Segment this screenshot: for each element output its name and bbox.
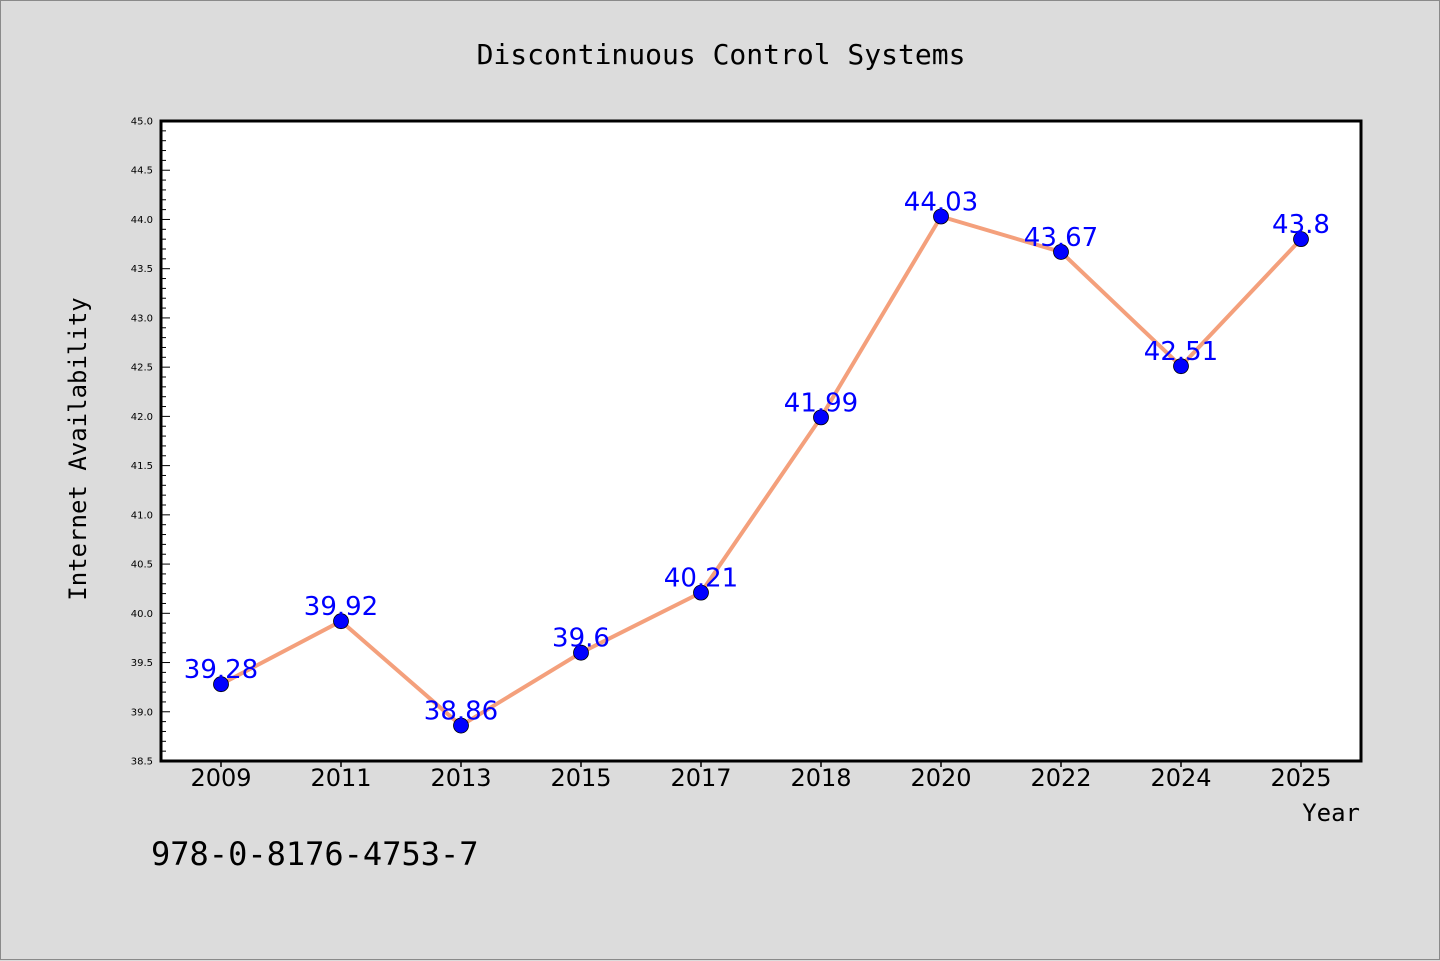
y-tick-label: 41.0 [131,510,153,521]
y-tick-label: 44.0 [131,215,153,226]
x-tick-label: 2011 [310,764,371,792]
data-label: 43.8 [1272,210,1330,240]
data-label: 40.21 [664,564,738,594]
data-point [1053,244,1069,260]
x-tick-label: 2024 [1150,764,1211,792]
isbn-annotation: 978-0-8176-4753-7 [151,835,479,873]
chart-title: Discontinuous Control Systems [477,38,966,71]
data-label: 38.86 [424,697,498,727]
plot-frame [159,119,1363,763]
y-tick-label: 41.5 [131,461,153,472]
y-tick-label: 44.5 [131,166,153,177]
data-point [1173,358,1189,375]
data-label: 39.6 [552,624,610,654]
data-labels: 39.28 39.92 38.86 39.6 40.21 41.99 44.03 43.67 4… [184,188,1330,727]
data-point [453,717,469,734]
x-tick-label: 2018 [790,764,851,792]
x-tick-label: 2013 [430,764,491,792]
series-line [220,214,1303,728]
data-label: 39.92 [304,592,378,622]
y-tick-label: 39.5 [131,658,153,669]
y-tick-label: 40.0 [131,609,153,620]
data-label: 42.51 [1144,337,1218,367]
data-point [213,676,229,693]
y-axis-label: Internet Availability [64,297,92,600]
x-tick-label: 2020 [910,764,971,792]
y-tick-label: 39.0 [131,707,153,718]
x-axis-ticks: 2009 2011 2013 2015 2017 2018 2020 2022 2024 2025 [190,761,1332,792]
y-tick-label: 43.5 [131,264,153,275]
y-tick-label: 38.5 [131,757,153,768]
data-label: 43.67 [1024,223,1098,253]
x-tick-label: 2009 [190,764,251,792]
y-tick-label: 42.5 [131,363,153,374]
y-tick-label: 43.0 [131,313,153,324]
plot-area [161,121,1361,761]
data-point [933,208,949,225]
x-tick-label: 2022 [1030,764,1091,792]
data-point [813,409,829,426]
data-point [333,613,349,630]
data-point [1293,231,1309,248]
data-point [573,644,589,661]
x-axis-label: Year [1302,799,1360,827]
y-tick-label: 40.5 [131,560,153,571]
y-tick-label: 42.0 [131,412,153,423]
x-tick-label: 2017 [670,764,731,792]
y-tick-label: 45.0 [131,117,153,128]
data-point [693,584,709,601]
data-label: 41.99 [784,388,858,418]
data-markers [213,208,1309,734]
x-tick-label: 2015 [550,764,611,792]
x-tick-label: 2025 [1270,764,1331,792]
data-label: 44.03 [904,188,978,218]
data-label: 39.28 [184,655,258,685]
